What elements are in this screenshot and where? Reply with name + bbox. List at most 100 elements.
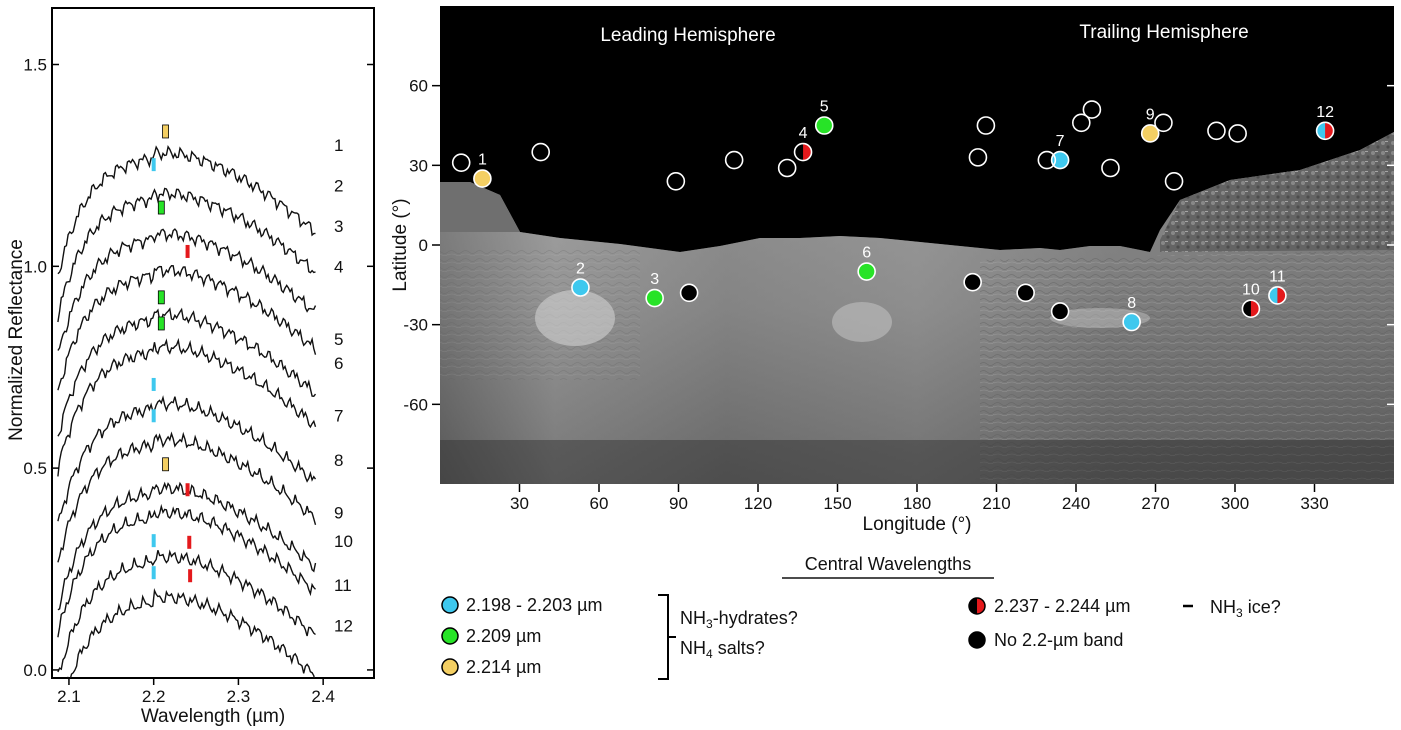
map-y-axis-title: Latitude (°) [390, 198, 411, 291]
site-marker [1122, 312, 1141, 332]
site-number: 12 [1316, 104, 1334, 121]
band-marker [185, 483, 190, 497]
map-site-3: 3 [645, 271, 664, 308]
site-number: 8 [1127, 295, 1136, 312]
spectra-y-tick-label: 0.0 [23, 661, 47, 680]
map-x-tick-label: 240 [1062, 494, 1090, 513]
band-marker [162, 457, 169, 472]
spectra-y-ticks: 0.0 0.5 1.0 1.5 [23, 56, 374, 680]
legend-swatch-green [441, 627, 459, 645]
map-site-6: 6 [857, 245, 876, 281]
site-marker-half [1268, 286, 1278, 304]
site-marker-outline [1241, 299, 1261, 319]
map-x-tick-label: 270 [1141, 494, 1169, 513]
spectrum-label: 3 [334, 217, 343, 236]
band-marker [151, 377, 156, 391]
legend-item-red: 2.237 - 2.244 µm [968, 596, 1130, 616]
map-x-tick-label: 180 [903, 494, 931, 513]
site-marker [571, 278, 590, 297]
spectrum-line [67, 588, 315, 678]
map-site-2: 2 [571, 260, 590, 297]
site-marker [1207, 121, 1226, 141]
spectrum-line [57, 264, 317, 391]
spectrum-label: 4 [334, 257, 343, 276]
spectra-y-axis-title: Normalized Reflectance [6, 239, 27, 441]
spectra-x-tick-label: 2.3 [227, 687, 251, 706]
map-site-unlabeled [451, 153, 471, 172]
map-site-unlabeled [666, 171, 686, 191]
map-x-tick-label: 150 [823, 494, 851, 513]
spectrum-line [57, 307, 317, 437]
map-panel: 30 60 90 120 150 180 210 240 270 300 330 60300-30-… [390, 6, 1394, 535]
map-site-12: 12 [1315, 104, 1335, 141]
map-polar-region [1160, 132, 1394, 252]
site-marker [976, 116, 996, 135]
spectrum-line [57, 503, 317, 638]
map-site-unlabeled [1050, 302, 1070, 321]
site-marker [968, 148, 988, 167]
band-marker [151, 566, 156, 580]
legend-item-black: No 2.2-µm band [968, 630, 1123, 650]
spectra-y-tick-label: 1.0 [23, 257, 47, 276]
map-x-ticks: 30 60 90 120 150 180 210 240 270 300 330 [510, 484, 1329, 513]
site-marker-outline [1315, 121, 1335, 141]
band-marker [151, 158, 156, 172]
band-marker [157, 200, 165, 215]
legend-label: 2.237 - 2.244 µm [994, 596, 1130, 616]
spectrum-line [57, 337, 317, 477]
spectrum-line [57, 145, 316, 275]
site-marker [857, 262, 876, 281]
site-marker [1016, 283, 1035, 303]
site-number: 3 [650, 271, 659, 288]
band-marker [187, 535, 192, 549]
legend-label: 2.198 - 2.203 µm [466, 595, 602, 615]
map-site-unlabeled [968, 148, 988, 167]
site-number: 7 [1056, 133, 1065, 150]
spectrum-label: 12 [334, 617, 353, 636]
spectra-x-tick-label: 2.1 [57, 687, 81, 706]
site-number: 6 [862, 245, 871, 262]
band-marker [151, 409, 156, 423]
map-site-unlabeled [724, 150, 744, 170]
map-x-tick-label: 210 [982, 494, 1010, 513]
legend-swatch-black [968, 631, 986, 649]
spectra-x-tick-label: 2.4 [311, 687, 335, 706]
site-marker [1101, 158, 1120, 178]
map-bright-spot [535, 290, 615, 346]
site-marker [645, 288, 664, 308]
site-marker-outline [1268, 286, 1287, 305]
spectrum-line [57, 549, 316, 673]
map-y-tick-label: 0 [419, 236, 428, 255]
map-site-unlabeled [1037, 150, 1057, 170]
site-marker [1072, 113, 1091, 133]
site-marker [666, 171, 686, 191]
band-markers [151, 124, 193, 583]
map-y-tick-label: 60 [409, 77, 428, 96]
spectrum-label: 6 [334, 354, 343, 373]
site-marker-half [1316, 122, 1326, 140]
legend-item-cyan: 2.198 - 2.203 µm [441, 595, 602, 615]
map-y-tick-label: -60 [403, 395, 428, 414]
site-marker [1228, 124, 1247, 143]
site-marker [473, 169, 492, 188]
site-marker-half [794, 143, 804, 161]
trailing-hemisphere-label: Trailing Hemisphere [1079, 22, 1248, 43]
band-marker [157, 316, 165, 331]
site-marker [814, 116, 834, 135]
map-y-tick-label: -30 [403, 316, 428, 335]
map-x-tick-label: 30 [510, 494, 529, 513]
band-marker [151, 534, 156, 548]
band-marker [157, 290, 165, 305]
map-site-10: 10 [1241, 282, 1261, 319]
spectrum-label: 9 [334, 504, 343, 523]
site-number: 5 [820, 99, 829, 116]
legend-item-yellow: 2.214 µm [441, 657, 541, 677]
spectrum-label: 8 [334, 451, 343, 470]
spectrum-label: 11 [334, 576, 352, 595]
spectrum-label: 7 [334, 407, 343, 426]
site-number: 11 [1269, 268, 1286, 285]
band-marker [162, 124, 169, 139]
site-marker [1037, 150, 1057, 170]
